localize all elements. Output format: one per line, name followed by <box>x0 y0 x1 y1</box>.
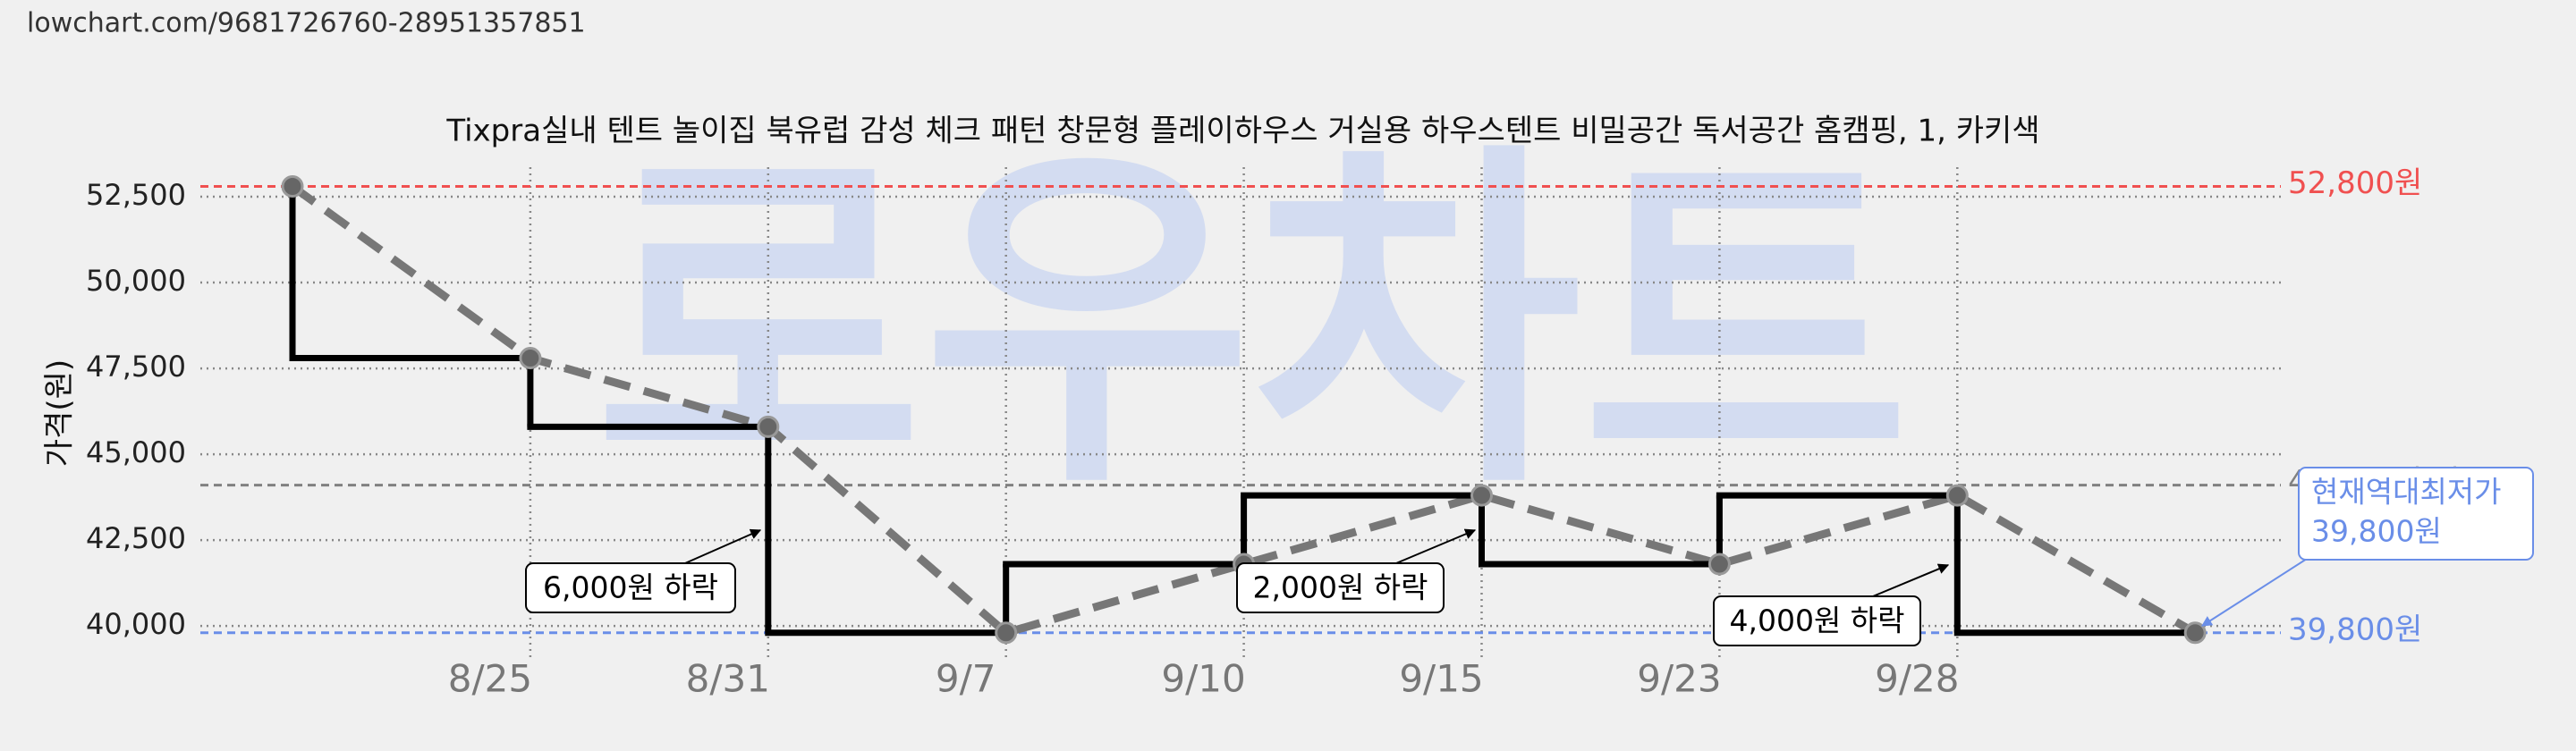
y-tick-label: 47,500 <box>86 350 186 384</box>
x-tick-label: 9/15 <box>1399 657 1483 701</box>
annotation-text: 현재역대최저가 <box>2311 475 2502 510</box>
chart-title: Tixpra실내 텐트 놀이집 북유럽 감성 체크 패턴 창문형 플레이하우스 … <box>445 114 2039 149</box>
point <box>1945 484 1969 507</box>
annotation-box <box>525 562 736 613</box>
point <box>1707 553 1731 576</box>
y-tick-label: 50,000 <box>86 264 186 298</box>
annotation-box <box>2298 467 2534 561</box>
y-axis-label: 가격(원) <box>42 359 78 467</box>
annotation-text: 4,000원 하락 <box>1729 603 1904 638</box>
y-tick-label: 42,500 <box>86 521 186 555</box>
point <box>1470 484 1493 507</box>
reference-label: 52,800원 <box>2288 165 2422 201</box>
annotation-text: 6,000원 하락 <box>543 570 718 605</box>
annotation-arrow <box>1395 528 1477 564</box>
annotation-text: 2,000원 하락 <box>1252 570 1428 605</box>
point <box>995 621 1018 645</box>
annotation-box <box>1713 595 1921 646</box>
annotation-arrow <box>684 528 762 564</box>
url: lowchart.com/9681726760-28951357851 <box>27 8 586 39</box>
x-tick-label: 8/25 <box>448 657 532 701</box>
point <box>2183 621 2207 645</box>
y-tick-label: 45,000 <box>86 435 186 469</box>
point <box>281 175 304 198</box>
x-tick-label: 9/7 <box>936 657 996 701</box>
annotation-text: 39,800원 <box>2311 514 2442 549</box>
point <box>757 415 780 438</box>
y-tick-label: 40,000 <box>86 607 186 641</box>
annotation-arrow <box>2200 552 2318 627</box>
trend-line <box>290 182 2198 637</box>
annotation-arrow <box>1872 563 1950 597</box>
x-tick-label: 9/23 <box>1637 657 1721 701</box>
reference-label: 39,800원 <box>2288 612 2422 647</box>
x-tick-label: 9/28 <box>1875 657 1959 701</box>
annotation-box <box>1236 562 1445 613</box>
watermark: 로우차트 <box>594 115 1911 531</box>
y-tick-label: 52,500 <box>86 178 186 212</box>
point <box>519 347 542 370</box>
x-tick-label: 8/31 <box>686 657 770 701</box>
x-tick-label: 9/10 <box>1161 657 1245 701</box>
